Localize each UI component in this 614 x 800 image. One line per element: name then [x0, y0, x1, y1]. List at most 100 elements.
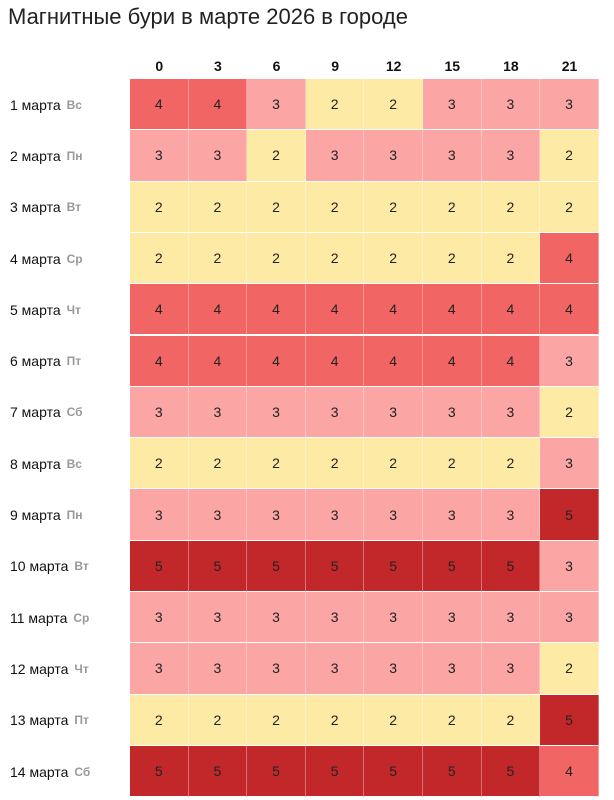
cell: 4	[130, 284, 189, 336]
cell: 3	[364, 489, 423, 541]
cell: 2	[188, 438, 248, 490]
cell: 3	[130, 386, 189, 439]
date: 8 марта	[10, 455, 61, 472]
cell: 3	[188, 386, 248, 439]
cell: 3	[481, 592, 541, 644]
row-label: 12 марта Чт	[10, 643, 89, 694]
cell: 5	[130, 745, 189, 798]
weekday: Вт	[66, 200, 81, 215]
cell: 3	[130, 643, 189, 695]
cell: 2	[364, 232, 423, 285]
row-label: 9 марта Пн	[10, 489, 82, 540]
cell: 3	[364, 643, 423, 695]
date: 5 марта	[10, 301, 61, 318]
row-label: 13 марта Пт	[10, 695, 89, 746]
weekday: Сб	[66, 405, 83, 420]
cell: 5	[423, 745, 482, 798]
weekday: Вс	[66, 97, 82, 112]
cell: 4	[188, 79, 248, 131]
row-label: 5 марта Чт	[10, 284, 81, 335]
cell: 2	[423, 438, 482, 490]
cell: 3	[130, 489, 189, 541]
cell: 3	[481, 130, 541, 182]
column-header: 12	[385, 58, 402, 74]
row-label: 3 марта Вт	[10, 182, 81, 233]
column-header: 3	[213, 58, 222, 74]
cell: 4	[130, 79, 189, 131]
cell: 2	[188, 232, 248, 285]
cell: 3	[130, 130, 189, 182]
row-label: 8 марта Вс	[10, 438, 82, 489]
cell: 3	[481, 643, 541, 695]
weekday: Пн	[66, 148, 83, 163]
date: 10 марта	[10, 558, 69, 575]
cell: 2	[364, 79, 423, 131]
cell: 3	[481, 386, 541, 439]
cell: 5	[247, 745, 306, 798]
cell: 5	[130, 540, 189, 592]
cell: 3	[423, 130, 482, 182]
cell: 2	[481, 181, 541, 233]
cell: 2	[305, 181, 365, 233]
date: 1 марта	[10, 96, 61, 113]
cell: 3	[481, 79, 541, 131]
cell: 3	[188, 489, 248, 541]
weekday: Пт	[66, 354, 82, 369]
cell: 4	[188, 335, 248, 387]
cell: 2	[364, 438, 423, 490]
cell: 4	[305, 335, 365, 387]
cell: 2	[305, 232, 365, 285]
cell: 2	[481, 438, 541, 490]
cell: 4	[188, 284, 248, 336]
cell: 4	[540, 232, 599, 285]
cell: 4	[481, 335, 541, 387]
cell: 2	[540, 181, 599, 233]
row-label: 2 марта Пн	[10, 130, 82, 181]
cell: 3	[364, 592, 423, 644]
cell: 3	[540, 592, 599, 644]
column-header: 21	[561, 58, 578, 74]
column-header: 9	[331, 58, 339, 74]
cell: 3	[423, 643, 482, 695]
cell: 2	[305, 79, 365, 131]
cell: 3	[481, 489, 541, 541]
row-label: 14 марта Сб	[10, 746, 90, 797]
date: 12 марта	[10, 660, 69, 677]
cell: 3	[188, 130, 248, 182]
cell: 3	[247, 386, 306, 439]
cell: 4	[423, 335, 482, 387]
cell: 2	[423, 232, 482, 285]
column-header: 0	[155, 58, 164, 74]
date: 6 марта	[10, 353, 61, 370]
cell: 2	[540, 130, 599, 182]
cell: 3	[364, 386, 423, 439]
cell: 3	[247, 592, 306, 644]
cell: 3	[423, 592, 482, 644]
title: Магнитные бури в марте 2026 в городе	[8, 4, 408, 29]
row-label: 11 марта Ср	[10, 592, 89, 643]
cell: 5	[481, 745, 541, 798]
column-header: 18	[503, 58, 519, 74]
row-label: 4 марта Ср	[10, 233, 83, 284]
cell: 3	[305, 130, 365, 182]
cell: 5	[305, 540, 365, 592]
date: 3 марта	[10, 199, 61, 216]
cell: 2	[540, 643, 599, 695]
cell: 2	[423, 181, 482, 233]
cell: 5	[364, 540, 423, 592]
cell: 2	[130, 181, 189, 233]
cell: 5	[188, 745, 248, 798]
cell: 2	[364, 181, 423, 233]
cell: 2	[247, 181, 306, 233]
date: 9 марта	[10, 507, 61, 524]
cell: 5	[247, 540, 306, 592]
cell: 2	[481, 694, 541, 746]
cell: 3	[540, 540, 599, 592]
cell: 4	[305, 284, 365, 336]
cell: 5	[188, 540, 248, 592]
row-label: 1 марта Вс	[10, 79, 82, 130]
cell: 2	[247, 694, 306, 746]
cell: 2	[130, 438, 189, 490]
weekday: Ср	[66, 251, 83, 266]
weekday: Вс	[66, 456, 82, 471]
